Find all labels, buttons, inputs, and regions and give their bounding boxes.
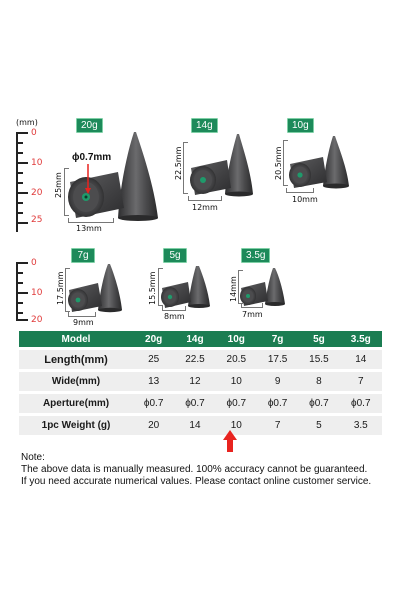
ruler-tick-20: 20	[31, 315, 43, 325]
sinker-20g-image	[68, 132, 158, 221]
ruler-tick-10: 10	[31, 288, 43, 298]
table-cell: ϕ0.7	[339, 394, 382, 413]
weight-label-3-5g: 3.5g	[241, 248, 271, 263]
table-header-row: Model 20g 14g 10g 7g 5g 3.5g	[19, 331, 382, 347]
top-ruler: (mm) 0 10 20 25	[0, 118, 43, 232]
header-10g: 10g	[215, 331, 257, 347]
red-arrow-up-icon	[223, 430, 237, 452]
ruler-unit: (mm)	[16, 118, 38, 127]
table-cell: ϕ0.7	[256, 394, 299, 413]
table-cell: 20.5	[215, 350, 257, 369]
table-cell: 15.5	[298, 350, 340, 369]
width-label-7g: 9mm	[73, 318, 94, 327]
table-cell: ϕ0.7	[174, 394, 216, 413]
table-cell: 20	[133, 416, 175, 435]
sinker-10g-image	[289, 136, 349, 189]
table-cell: 14	[174, 416, 216, 435]
length-label-20g: 25mm	[54, 172, 63, 198]
sinker-3-5g-image	[240, 268, 285, 306]
row-label: Aperture(mm)	[19, 394, 133, 413]
sinker-5g-image	[161, 266, 210, 308]
row-label: Length(mm)	[19, 350, 133, 369]
length-label-7g: 17.5mm	[56, 271, 65, 305]
length-label-10g: 20.5mm	[274, 146, 283, 180]
ruler-tick-0: 0	[31, 128, 37, 138]
note-line-1: The above data is manually measured. 100…	[21, 464, 368, 475]
length-label-5g: 15.5mm	[148, 271, 157, 305]
weight-label-20g: 20g	[76, 118, 103, 133]
table-cell: 7	[339, 372, 382, 391]
table-cell: 22.5	[174, 350, 216, 369]
length-label-14g: 22.5mm	[174, 146, 183, 180]
width-label-3-5g: 7mm	[242, 310, 263, 319]
table-row-aperture: Aperture(mm) ϕ0.7 ϕ0.7 ϕ0.7 ϕ0.7 ϕ0.7 ϕ0…	[19, 394, 382, 413]
width-label-5g: 8mm	[164, 312, 185, 321]
table-cell: 3.5	[339, 416, 382, 435]
bottom-ruler: 0 10 20	[0, 258, 43, 325]
table-cell: 5	[298, 416, 340, 435]
spec-table: Model 20g 14g 10g 7g 5g 3.5g Length(mm) …	[19, 331, 382, 435]
row-label: Wide(mm)	[19, 372, 133, 391]
table-cell: 25	[133, 350, 175, 369]
width-label-20g: 13mm	[76, 224, 102, 233]
header-14g: 14g	[174, 331, 216, 347]
table-cell: 14	[339, 350, 382, 369]
table-cell: 10	[215, 416, 257, 435]
sinker-7g-image	[68, 264, 122, 313]
ruler-tick-25: 25	[31, 215, 43, 225]
table-cell: 7	[256, 416, 299, 435]
sinker-14g-image	[190, 134, 253, 197]
header-5g: 5g	[298, 331, 340, 347]
table-cell: 10	[215, 372, 257, 391]
length-label-3-5g: 14mm	[229, 276, 238, 302]
table-cell: 9	[256, 372, 299, 391]
table-row-length: Length(mm) 25 22.5 20.5 17.5 15.5 14	[19, 350, 382, 369]
ruler-tick-20: 20	[31, 188, 43, 198]
weight-label-5g: 5g	[163, 248, 187, 263]
weight-label-14g: 14g	[191, 118, 218, 133]
note-title: Note:	[21, 452, 45, 463]
table-row-weight: 1pc Weight (g) 20 14 10 7 5 3.5	[19, 416, 382, 435]
header-20g: 20g	[133, 331, 175, 347]
table-row-wide: Wide(mm) 13 12 10 9 8 7	[19, 372, 382, 391]
table-cell: 8	[298, 372, 340, 391]
row-label: 1pc Weight (g)	[19, 416, 133, 435]
header-model: Model	[19, 331, 133, 347]
header-7g: 7g	[256, 331, 299, 347]
table-cell: ϕ0.7	[133, 394, 175, 413]
note-line-2: If you need accurate numerical values. P…	[21, 476, 372, 487]
table-cell: 13	[133, 372, 175, 391]
weight-label-7g: 7g	[71, 248, 95, 263]
table-cell: ϕ0.7	[298, 394, 340, 413]
ruler-tick-10: 10	[31, 158, 43, 168]
weight-label-10g: 10g	[287, 118, 314, 133]
ruler-tick-0: 0	[31, 258, 37, 268]
width-label-10g: 10mm	[292, 195, 318, 204]
note-block: Note: The above data is manually measure…	[21, 452, 391, 488]
width-label-14g: 12mm	[192, 203, 218, 212]
aperture-label-20g: ϕ0.7mm	[72, 152, 112, 163]
table-cell: 17.5	[256, 350, 299, 369]
table-cell: 12	[174, 372, 216, 391]
header-3-5g: 3.5g	[339, 331, 382, 347]
table-cell: ϕ0.7	[215, 394, 257, 413]
